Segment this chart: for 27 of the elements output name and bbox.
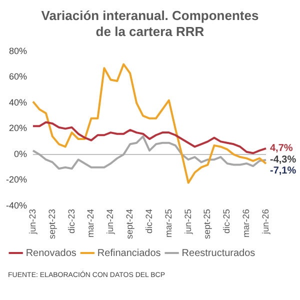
x-tick-label: dic-25: [222, 208, 232, 234]
x-tick-label: jun-24: [105, 208, 116, 236]
annotation: -4,3%: [270, 154, 296, 166]
y-tick-label: 60%: [8, 72, 28, 82]
legend-label: Refinanciados: [97, 248, 161, 259]
annotation: 4,7%: [270, 143, 293, 154]
x-tick-label: mar-24: [86, 208, 96, 238]
legend-label: Reestructurados: [182, 248, 256, 259]
x-tick-label: sept-24: [124, 208, 135, 240]
x-tick-label: sept-23: [46, 208, 57, 240]
x-tick-label: sept-25: [202, 208, 212, 240]
x-tick-label: dic-24: [144, 208, 154, 234]
x-tick-label: mar-26: [241, 208, 252, 238]
x-tick-label: jun-23: [27, 208, 38, 236]
annotation: -7,1%: [270, 166, 296, 177]
chart-title: Variación interanual. Componentes de la cartera RRR: [40, 7, 260, 40]
y-tick-label: 80%: [8, 46, 28, 56]
y-tick-label: 20%: [8, 123, 28, 134]
x-tick-label: dic-23: [66, 208, 76, 234]
x-tick-label: jun-26: [260, 208, 270, 236]
x-tick-label: jun-25: [182, 208, 193, 236]
legend-label: Renovados: [26, 248, 76, 259]
y-tick-label: 0%: [14, 148, 28, 159]
y-tick-label: -40%: [6, 200, 28, 210]
y-tick-label: 40%: [8, 97, 28, 108]
y-tick-label: -20%: [6, 174, 28, 185]
x-tick-label: mar-25: [163, 208, 174, 238]
